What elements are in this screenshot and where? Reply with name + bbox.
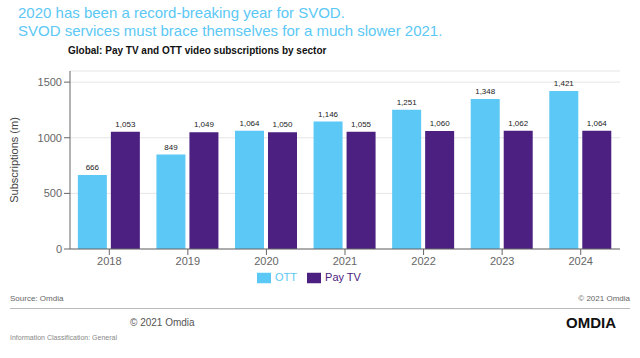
svg-text:1500: 1500: [38, 76, 62, 88]
svg-text:1000: 1000: [38, 132, 62, 144]
svg-text:2018: 2018: [97, 255, 121, 267]
svg-text:2019: 2019: [176, 255, 200, 267]
svg-text:1,049: 1,049: [194, 120, 215, 129]
html-text:© 2021 Omdia: © 2021 Omdia: [130, 316, 195, 328]
svg-text:1,146: 1,146: [318, 110, 339, 119]
svg-text:2023: 2023: [490, 255, 514, 267]
svg-text:Subscriptions (m): Subscriptions (m): [8, 117, 20, 203]
html-text:SVOD services must brace thems: SVOD services must brace themselves for …: [18, 22, 443, 39]
svg-text:666: 666: [86, 163, 100, 172]
html-text:Information Classification: Ge: Information Classification: General: [10, 334, 117, 341]
svg-text:1,421: 1,421: [554, 79, 575, 88]
svg-text:1,050: 1,050: [272, 120, 293, 129]
svg-text:2020: 2020: [254, 255, 278, 267]
html-text:OMDIA: OMDIA: [566, 313, 616, 331]
html-text:© 2021 Omdia: © 2021 Omdia: [578, 294, 630, 303]
svg-text:500: 500: [44, 187, 62, 199]
svg-text:1,348: 1,348: [475, 87, 496, 96]
svg-text:1,064: 1,064: [239, 119, 260, 128]
html-text:Pay TV: Pay TV: [325, 271, 361, 283]
svg-text:1,062: 1,062: [508, 119, 529, 128]
html-text:Source: Omdia: Source: Omdia: [10, 294, 64, 303]
svg-text:1,055: 1,055: [351, 120, 372, 129]
svg-text:2024: 2024: [568, 255, 592, 267]
svg-text:1,251: 1,251: [397, 98, 418, 107]
svg-text:1,060: 1,060: [430, 119, 451, 128]
svg-text:2022: 2022: [411, 255, 435, 267]
svg-text:2021: 2021: [333, 255, 357, 267]
svg-text:0: 0: [56, 243, 62, 255]
html-text:Global: Pay TV and OTT video s: Global: Pay TV and OTT video subscriptio…: [68, 45, 327, 56]
html-text:OTT: OTT: [275, 271, 298, 283]
svg-text:1,053: 1,053: [115, 120, 136, 129]
svg-text:849: 849: [164, 143, 178, 152]
html-text:2020 has been a record-breakin: 2020 has been a record-breaking year for…: [18, 4, 345, 21]
svg-text:1,064: 1,064: [587, 119, 608, 128]
